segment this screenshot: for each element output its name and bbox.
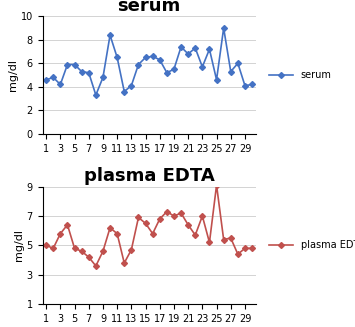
Line: plasma EDTA: plasma EDTA [44,183,254,268]
serum [151,54,155,58]
serum [80,70,84,74]
plasma EDTA [51,246,55,250]
plasma EDTA [44,243,48,247]
serum [87,71,91,75]
plasma EDTA [94,264,98,268]
plasma EDTA [200,214,204,218]
plasma EDTA [158,217,162,221]
plasma EDTA [229,236,233,240]
plasma EDTA [172,214,176,218]
plasma EDTA [165,210,169,214]
serum [214,78,219,82]
plasma EDTA [193,233,197,237]
plasma EDTA [186,223,190,227]
serum [129,84,133,88]
serum [143,56,148,60]
plasma EDTA [87,255,91,259]
plasma EDTA [80,249,84,253]
plasma EDTA [122,261,126,265]
serum [72,62,77,66]
Legend: plasma EDTA: plasma EDTA [265,236,355,254]
serum [44,78,48,82]
plasma EDTA [72,246,77,250]
plasma EDTA [58,232,62,235]
plasma EDTA [214,183,219,187]
serum [200,65,204,69]
serum [115,56,119,60]
serum [186,52,190,56]
plasma EDTA [179,211,183,215]
plasma EDTA [115,232,119,235]
serum [229,70,233,74]
serum [108,33,112,37]
Title: plasma EDTA: plasma EDTA [84,167,214,185]
serum [136,62,141,66]
plasma EDTA [222,237,226,241]
serum [122,90,126,94]
Y-axis label: mg/dl: mg/dl [14,229,24,261]
serum [250,82,254,86]
plasma EDTA [236,252,240,256]
plasma EDTA [243,246,247,250]
serum [165,71,169,75]
Y-axis label: mg/dl: mg/dl [8,59,18,91]
plasma EDTA [151,232,155,235]
plasma EDTA [207,240,212,244]
serum [58,82,62,86]
serum [51,76,55,79]
serum [158,58,162,62]
plasma EDTA [136,215,141,219]
serum [236,61,240,65]
serum [172,67,176,71]
serum [243,84,247,88]
serum [101,76,105,79]
plasma EDTA [143,221,148,225]
plasma EDTA [250,246,254,250]
serum [65,62,70,66]
serum [94,93,98,97]
plasma EDTA [108,226,112,230]
serum [193,46,197,50]
Line: serum: serum [44,26,254,97]
serum [207,47,212,51]
plasma EDTA [101,249,105,253]
Title: serum: serum [118,0,181,15]
Legend: serum: serum [265,66,335,84]
plasma EDTA [129,248,133,252]
serum [222,26,226,30]
serum [179,45,183,49]
plasma EDTA [65,223,70,227]
